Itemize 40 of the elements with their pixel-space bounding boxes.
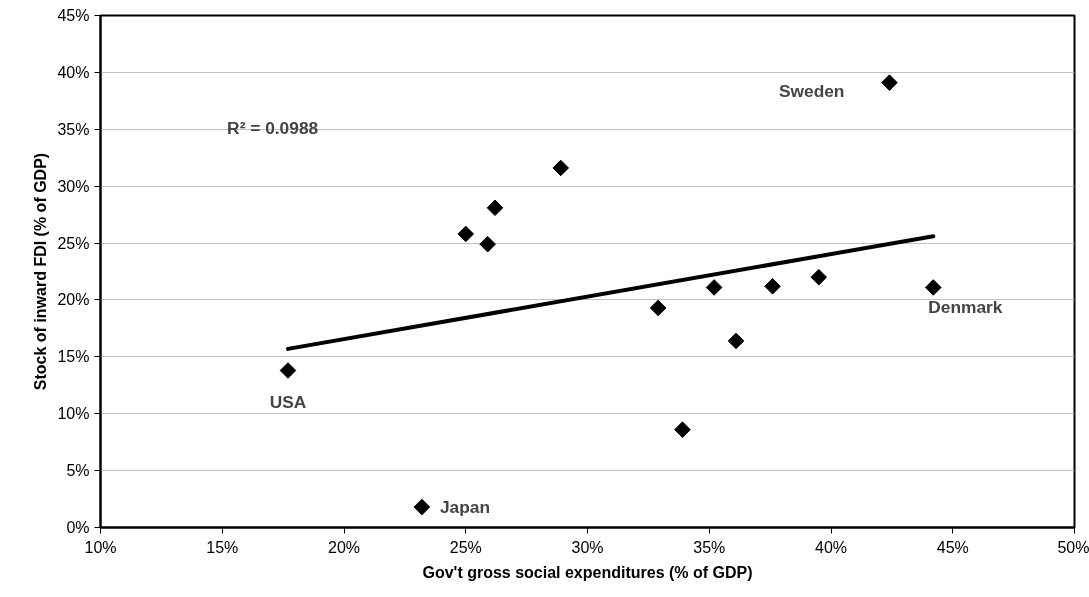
point: [705, 279, 723, 296]
annotation: R² = 0.0988: [227, 118, 319, 139]
point: [279, 362, 297, 379]
point: [486, 199, 504, 217]
x-axis-title: Gov't gross social expenditures (% of GDP): [422, 563, 753, 581]
y-tick-label: 20%: [57, 291, 90, 309]
y-tick-label: 40%: [57, 63, 90, 81]
y-tick-label: 10%: [57, 405, 90, 423]
x-tick-label: 50%: [1057, 538, 1089, 556]
y-tick-label: 30%: [57, 177, 90, 195]
point: [457, 225, 475, 243]
x-tick-label: 30%: [571, 538, 604, 556]
x-tick-label: 25%: [449, 538, 482, 556]
annotation: Japan: [439, 497, 491, 518]
point: [674, 421, 691, 438]
point: [810, 268, 828, 286]
y-tick-label: 5%: [66, 462, 90, 480]
x-tick-label: 20%: [327, 538, 361, 556]
annotation: Sweden: [778, 80, 845, 101]
y-tick-label: 25%: [57, 234, 90, 252]
x-tick-label: 10%: [84, 538, 117, 556]
point: [924, 279, 942, 296]
point: [764, 278, 781, 295]
y-tick-label: 45%: [57, 7, 90, 24]
y-axis-title: Stock of inward FDI (% of GDP): [32, 152, 50, 391]
x-tick-label: 40%: [814, 538, 848, 556]
y-tick-label: 15%: [57, 348, 90, 366]
point: [881, 74, 898, 91]
y-tick-label: 35%: [57, 120, 90, 138]
x-tick-label: 15%: [206, 538, 239, 556]
y-tick-label: 0%: [66, 519, 90, 536]
annotation: Denmark: [928, 297, 1003, 318]
point: [552, 159, 569, 177]
x-tick-label: 45%: [936, 538, 969, 556]
x-tick-label: 35%: [693, 538, 726, 556]
point: [649, 299, 667, 317]
point: [479, 235, 496, 253]
point: [413, 498, 431, 516]
annotation: USA: [269, 392, 307, 413]
point: [727, 332, 745, 350]
